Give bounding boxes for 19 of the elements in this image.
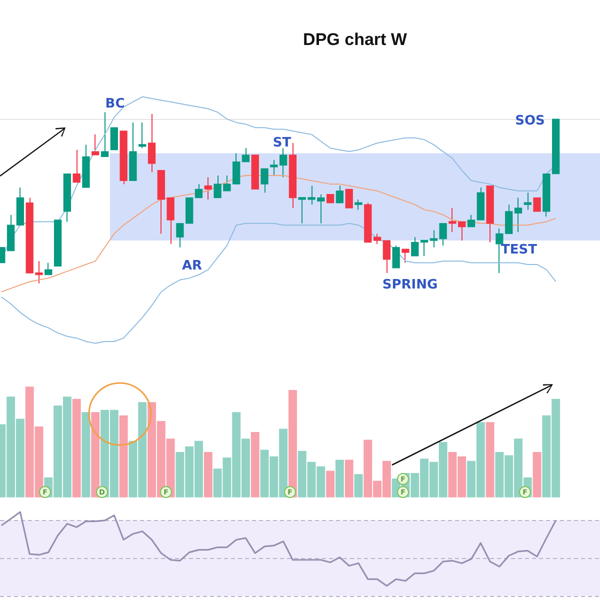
bar — [204, 452, 212, 498]
annotation: SPRING — [382, 277, 438, 292]
text: BC — [105, 96, 125, 112]
bar — [354, 474, 363, 498]
annotation: SOS — [515, 113, 545, 128]
annotation: AR — [182, 258, 202, 274]
bar — [82, 412, 90, 498]
bar — [532, 452, 542, 498]
bar — [335, 460, 344, 498]
bar — [344, 460, 354, 498]
bar — [486, 422, 494, 498]
annotation: TEST — [501, 242, 538, 258]
annotation: ST — [272, 135, 292, 150]
bar — [91, 412, 100, 498]
chart-title: DPG chart W — [302, 30, 408, 50]
bar — [250, 432, 260, 498]
bar — [326, 470, 335, 498]
bar — [119, 415, 128, 498]
bar — [72, 398, 81, 498]
